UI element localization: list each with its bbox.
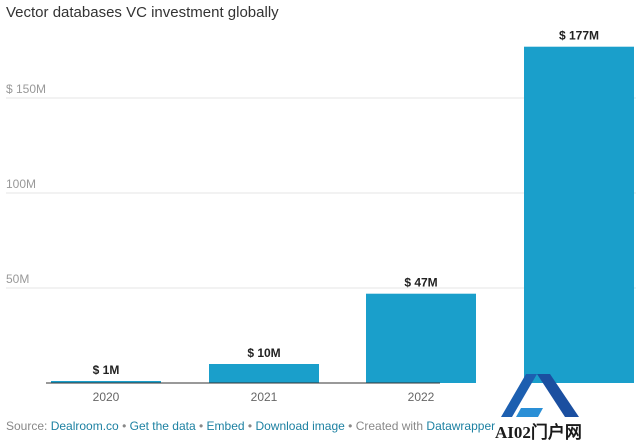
data-label: $ 177M — [559, 29, 599, 43]
get-data-link[interactable]: Get the data — [129, 419, 196, 433]
chart-title: Vector databases VC investment globally — [6, 4, 279, 21]
y-tick-label: 50M — [6, 272, 29, 286]
bar — [209, 364, 319, 383]
logo-mark-icon — [537, 374, 579, 417]
separator: • — [118, 419, 130, 433]
bar — [366, 293, 476, 383]
source-label: Source: — [6, 419, 51, 433]
data-label: $ 47M — [404, 276, 437, 290]
bar — [524, 46, 634, 383]
x-tick-label: 2020 — [93, 390, 120, 404]
data-label: $ 1M — [93, 363, 120, 377]
datawrapper-link[interactable]: Datawrapper — [426, 419, 496, 433]
chart-footer: Source: Dealroom.co • Get the data • Emb… — [6, 419, 495, 433]
bar — [51, 381, 161, 383]
bar-chart: 50M 100M $ 150M $ 1M 2020 $ 10M 2021 $ 47M 2022 $… — [6, 29, 636, 404]
logo-mark-icon — [516, 408, 543, 417]
labels: 50M 100M $ 150M $ 1M 2020 $ 10M 2021 $ 47M 2022 $… — [6, 29, 599, 404]
y-tick-label: 100M — [6, 177, 36, 191]
separator: • — [195, 419, 207, 433]
logo-mark-icon — [501, 374, 537, 417]
download-image-link[interactable]: Download image — [255, 419, 345, 433]
x-tick-label: 2021 — [251, 390, 278, 404]
bars — [51, 46, 634, 383]
y-tick-label: $ 150M — [6, 82, 46, 96]
data-label: $ 10M — [247, 346, 280, 360]
x-tick-label: 2022 — [408, 390, 435, 404]
source-link[interactable]: Dealroom.co — [50, 419, 119, 433]
watermark-logo: AI02门户网 — [495, 374, 582, 442]
created-with-label: Created with — [355, 419, 427, 433]
embed-link[interactable]: Embed — [206, 419, 245, 433]
separator: • — [344, 419, 356, 433]
watermark-text: AI02门户网 — [495, 422, 582, 442]
separator: • — [244, 419, 256, 433]
